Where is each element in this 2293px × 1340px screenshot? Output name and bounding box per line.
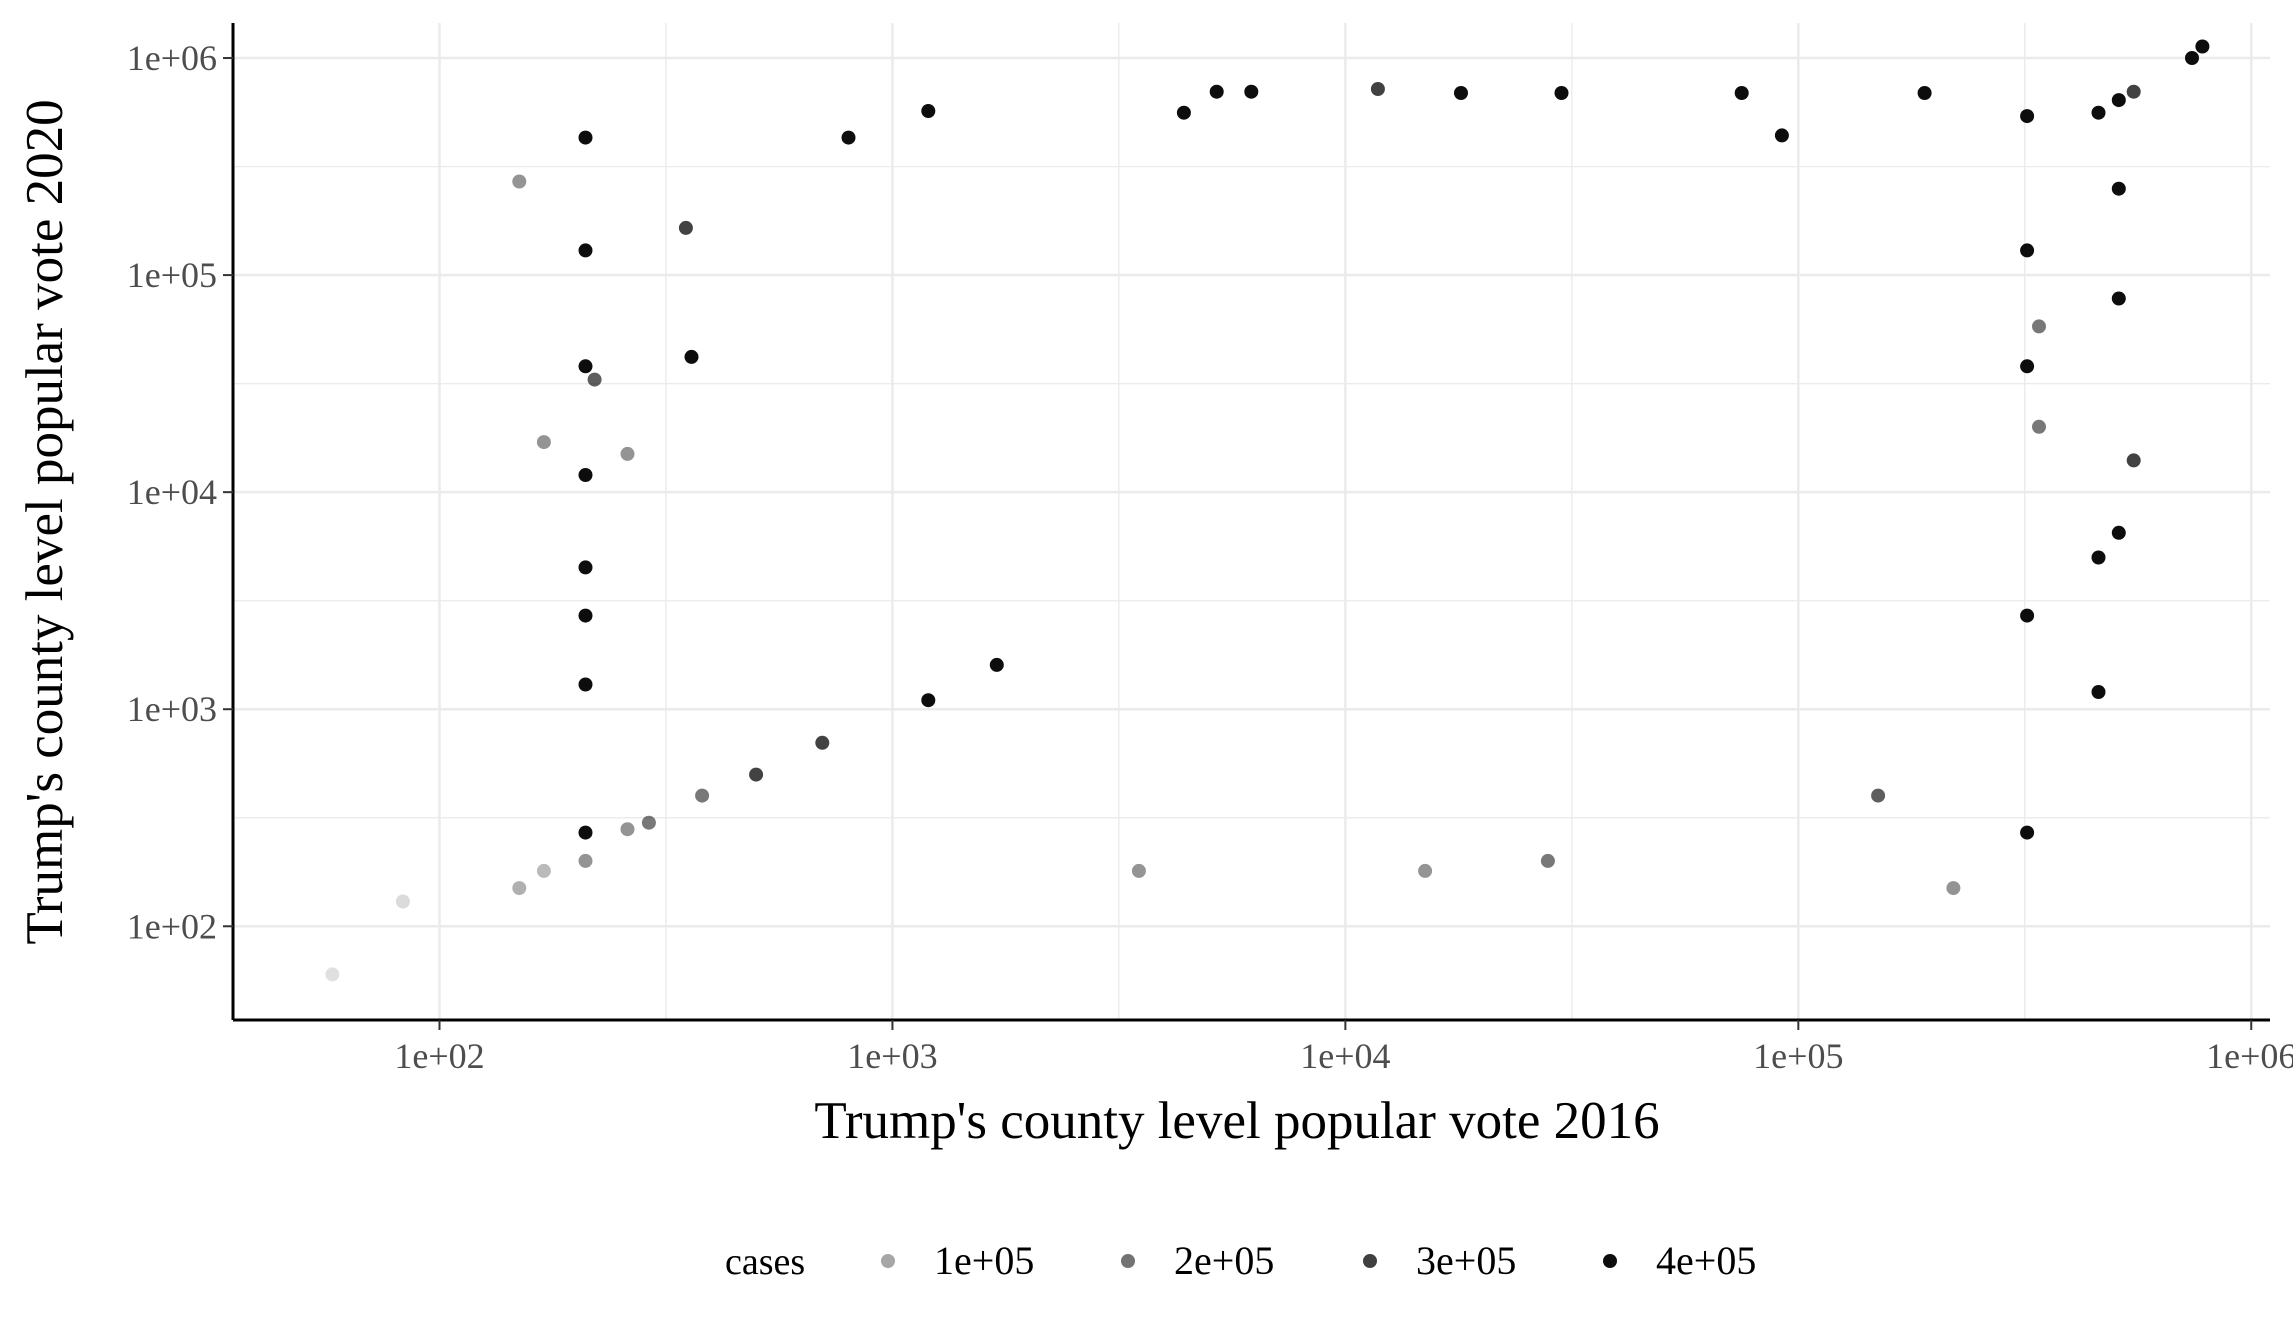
scatter-point — [395, 894, 410, 909]
scatter-point — [2020, 825, 2035, 840]
x-tick-label: 1e+02 — [394, 1036, 484, 1076]
scatter-point — [2091, 685, 2106, 699]
scatter-point — [578, 359, 593, 374]
scatter-point — [1946, 881, 1961, 896]
scatter-point — [587, 372, 602, 387]
legend-label: 2e+05 — [1174, 1238, 1274, 1283]
legend-label: 3e+05 — [1416, 1238, 1516, 1283]
legend-title: cases — [725, 1241, 805, 1283]
scatter-point — [641, 815, 656, 830]
scatter-point — [578, 677, 593, 692]
scatter-point — [2020, 608, 2035, 623]
scatter-point — [620, 446, 635, 461]
scatter-point — [2126, 453, 2141, 468]
scatter-point — [1370, 82, 1385, 96]
x-tick-label: 1e+04 — [1300, 1036, 1390, 1076]
scatter-point — [1418, 863, 1433, 878]
scatter-point — [2126, 84, 2141, 99]
scatter-point — [695, 788, 710, 803]
scatter-point — [1734, 86, 1749, 100]
data-points — [325, 39, 2210, 982]
scatter-point — [921, 104, 936, 118]
scatter-point — [1871, 788, 1886, 803]
scatter-point — [989, 657, 1004, 672]
y-tick-label: 1e+06 — [127, 38, 217, 78]
scatter-point — [2111, 291, 2126, 306]
scatter-point — [1554, 86, 1569, 100]
scatter-point — [620, 822, 635, 837]
x-tick-label: 1e+03 — [847, 1036, 937, 1076]
scatter-point — [2032, 419, 2046, 434]
plot-panel-background — [233, 23, 2270, 1020]
scatter-point — [749, 767, 764, 782]
legend-key — [881, 1254, 895, 1268]
scatter-point — [678, 220, 693, 235]
scatter-point — [1131, 863, 1146, 878]
scatter-point — [1176, 105, 1191, 120]
scatter-point — [2091, 550, 2106, 565]
grid-lines — [233, 23, 2270, 1020]
scatter-point — [1540, 853, 1555, 868]
scatter-point — [2111, 181, 2126, 196]
scatter-point — [1774, 128, 1789, 143]
y-axis-title: Trump's county level popular vote 2020 — [16, 99, 74, 944]
scatter-point — [1209, 84, 1224, 99]
scatter-point — [2185, 51, 2199, 65]
scatter-point — [921, 693, 936, 708]
scatter-point — [578, 468, 593, 482]
scatter-point — [578, 130, 593, 145]
legend-label: 4e+05 — [1656, 1238, 1756, 1283]
scatter-point — [2032, 319, 2046, 334]
y-tick-label: 1e+02 — [127, 906, 217, 946]
x-tick-label: 1e+05 — [1753, 1036, 1843, 1076]
scatter-point — [2020, 109, 2035, 124]
scatter-point — [578, 608, 593, 623]
scatter-point — [1244, 84, 1259, 99]
scatter-point — [2195, 39, 2210, 54]
scatter-point — [578, 853, 593, 868]
scatter-point — [2020, 359, 2035, 374]
scatter-point — [536, 863, 551, 878]
x-tick-label: 1e+06 — [2206, 1036, 2293, 1076]
scatter-point — [815, 735, 830, 750]
y-tick-label: 1e+04 — [127, 472, 217, 512]
legend-label: 1e+05 — [934, 1238, 1034, 1283]
x-axis-ticks: 1e+02 1e+03 1e+04 1e+05 1e+06 — [394, 1020, 2293, 1076]
legend-key — [1363, 1254, 1377, 1268]
scatter-point — [684, 349, 699, 364]
legend-key — [1603, 1254, 1617, 1268]
legend-key — [1121, 1254, 1135, 1268]
scatter-point — [536, 435, 551, 450]
scatter-point — [1917, 86, 1932, 100]
y-tick-label: 1e+03 — [127, 689, 217, 729]
scatter-point — [2111, 525, 2126, 540]
scatter-point — [512, 881, 527, 896]
scatter-point — [512, 174, 527, 189]
x-axis-title: Trump's county level popular vote 2016 — [814, 1092, 1659, 1150]
scatter-point — [2111, 93, 2126, 108]
scatter-point — [325, 967, 340, 982]
scatter-point — [2020, 243, 2035, 258]
y-tick-label: 1e+05 — [127, 255, 217, 295]
scatter-point — [578, 560, 593, 575]
legend: cases 1e+05 2e+05 3e+05 4e+05 — [725, 1238, 1756, 1283]
scatter-point — [841, 130, 856, 145]
scatter-point — [1454, 86, 1468, 100]
scatter-point — [578, 243, 593, 258]
scatter-point — [578, 825, 593, 840]
y-axis-ticks: 1e+02 1e+03 1e+04 1e+05 1e+06 — [127, 38, 233, 946]
scatter-point — [2091, 105, 2106, 120]
